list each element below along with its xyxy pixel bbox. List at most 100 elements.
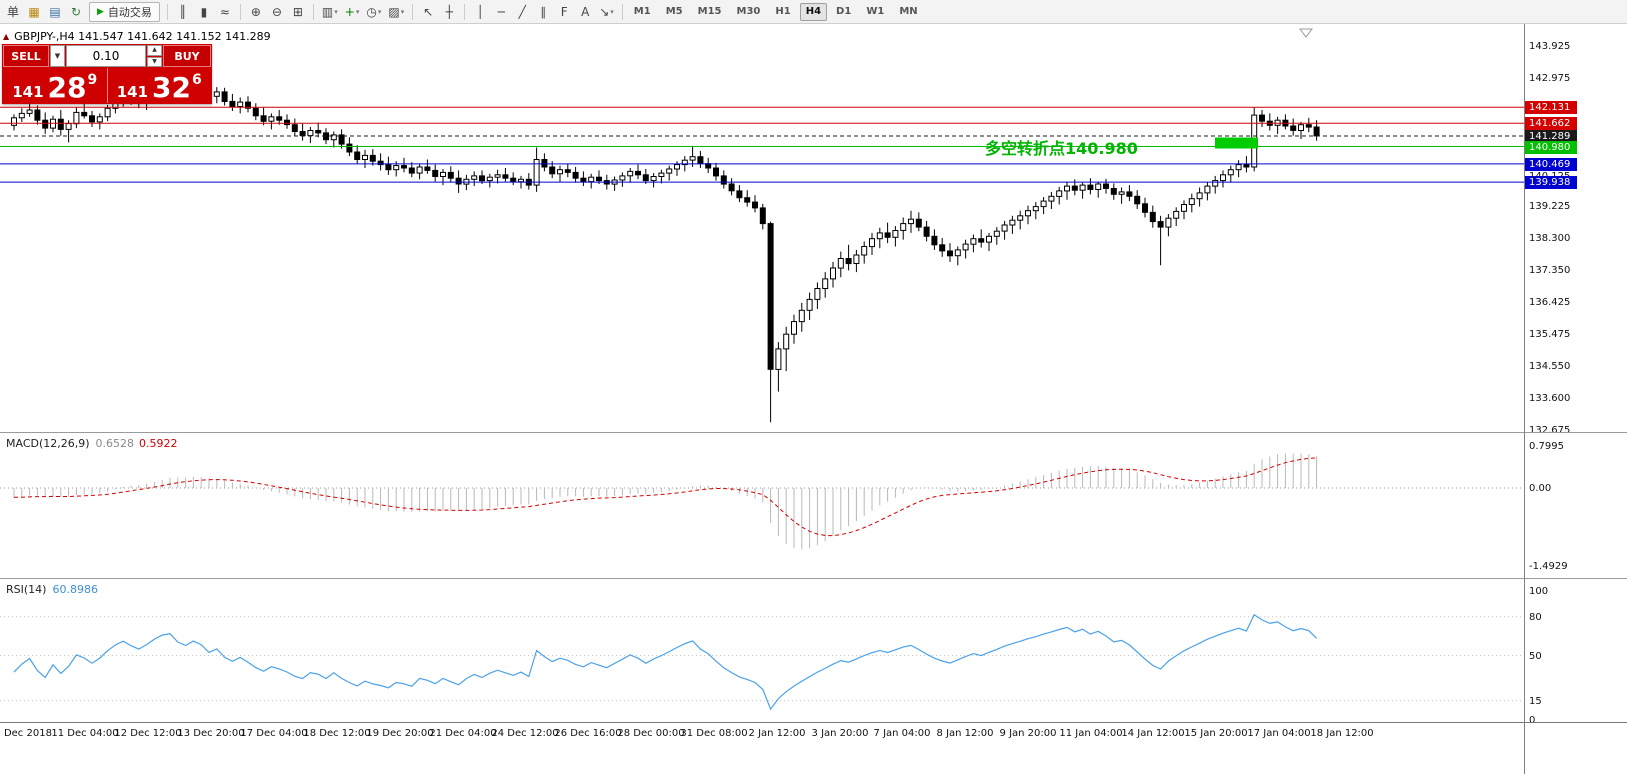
time-axis-label: 28 Dec 00:00 — [617, 728, 685, 739]
one-click-toggle-icon[interactable]: ▲ — [3, 32, 10, 41]
rsi-canvas[interactable] — [0, 579, 1524, 723]
timeframe-m5[interactable]: M5 — [665, 6, 683, 17]
candle-down — [260, 115, 267, 122]
toolbar-items: 单 ▦ ▤ ↻ ▶ 自动交易 ║ ▮ ≈ ⊕ ⊖ ⊞ ▥ ▾ + ▾ ◷ ▾ ▨ ▾ ↖ ┼ │ ─ ╱ ∥ F A ↘ ▾ — [3, 1, 627, 22]
volume-up-icon[interactable]: ▲ — [147, 45, 162, 56]
sell-button[interactable]: SELL — [3, 45, 49, 67]
candle-down — [369, 154, 376, 162]
candle-down — [447, 171, 454, 179]
cursor-icon[interactable]: ↖ — [418, 2, 438, 22]
candle-up — [993, 230, 1000, 237]
time-axis-label: 17 Dec 04:00 — [240, 728, 308, 739]
bar-chart-icon[interactable]: ║ — [173, 2, 193, 22]
vertical-line-icon-glyph: │ — [476, 4, 484, 19]
time-axis-label: 19 Dec 20:00 — [366, 728, 434, 739]
buy-button[interactable]: BUY — [163, 45, 211, 67]
text-icon[interactable]: A — [575, 2, 595, 22]
candle-down — [455, 177, 462, 185]
candle-down — [377, 160, 384, 166]
candle-up — [1017, 215, 1024, 221]
price-line-label: 141.662 — [1525, 117, 1577, 130]
time-axis-label: 18 Jan 12:00 — [1310, 728, 1374, 739]
templates-icon[interactable]: ▨ ▾ — [385, 2, 407, 22]
buy-price-main: 141 — [116, 82, 149, 101]
tile-windows-icon[interactable]: ⊞ — [288, 2, 308, 22]
zoom-out-icon[interactable]: ⊖ — [267, 2, 287, 22]
price-tick-label: 135.475 — [1529, 329, 1571, 340]
timeframe-d1[interactable]: D1 — [836, 6, 852, 17]
price-tick-label: 138.300 — [1529, 233, 1571, 244]
time-axis-label: 3 Jan 20:00 — [811, 728, 869, 739]
candle-down — [291, 124, 298, 132]
timeframe-w1[interactable]: W1 — [866, 6, 885, 17]
arrows-icon[interactable]: ↘ ▾ — [596, 2, 617, 22]
time-axis-label: 17 Jan 04:00 — [1247, 728, 1311, 739]
price-tick-label: 132.675 — [1529, 425, 1571, 436]
tile-windows-icon-glyph: ⊞ — [292, 4, 303, 19]
candle-down — [276, 116, 283, 121]
volume-input[interactable] — [66, 45, 146, 67]
candle-up — [1220, 174, 1226, 182]
refresh-icon[interactable]: ↻ — [66, 2, 86, 22]
zoom-in-icon[interactable]: ⊕ — [246, 2, 266, 22]
candle-down — [1103, 183, 1109, 189]
candle-down — [245, 101, 251, 109]
autotrade-button[interactable]: ▶ 自动交易 — [89, 1, 160, 22]
rsi-panel: RSI(14) 60.8986 — [0, 578, 1524, 722]
crosshair-icon[interactable]: ┼ — [439, 2, 459, 22]
sell-price[interactable]: 141 28 9 — [3, 68, 108, 103]
trendline-icon[interactable]: ╱ — [512, 2, 532, 22]
candle-up — [440, 171, 446, 177]
line-chart-icon[interactable]: ≈ — [215, 2, 235, 22]
candle-down — [759, 207, 766, 225]
vertical-line-icon[interactable]: │ — [470, 2, 490, 22]
timeframe-m15[interactable]: M15 — [697, 6, 722, 17]
candle-down — [221, 91, 228, 103]
indicators-icon-glyph: + — [344, 4, 355, 19]
candle-down — [635, 170, 641, 176]
chart-shift-icon[interactable] — [1299, 28, 1313, 38]
candle-up — [1196, 192, 1203, 200]
candle-down — [315, 130, 322, 134]
indicators-icon[interactable]: + ▾ — [342, 2, 363, 22]
candle-up — [791, 321, 797, 335]
candle-down — [845, 258, 852, 265]
candle-up — [486, 176, 493, 182]
buy-price[interactable]: 141 32 6 — [108, 68, 212, 103]
main-chart-canvas[interactable] — [0, 24, 1524, 432]
price-line-label: 140.469 — [1525, 158, 1577, 171]
candle-up — [900, 223, 907, 231]
timeframe-h4[interactable]: H4 — [799, 2, 828, 21]
candle-up — [1009, 219, 1016, 226]
volume-down-icon[interactable]: ▼ — [147, 56, 162, 67]
new-order-icon[interactable]: 单 — [3, 2, 23, 22]
symbol-ohlc-text: GBPJPY-,H4 141.547 141.642 141.152 141.2… — [14, 30, 271, 43]
time-axis-label: 2 Jan 12:00 — [748, 728, 806, 739]
volume-dropdown-icon[interactable]: ▼ — [50, 45, 65, 67]
macd-canvas[interactable] — [0, 433, 1524, 579]
timeframe-m30[interactable]: M30 — [736, 6, 761, 17]
timeframe-h1[interactable]: H1 — [775, 6, 791, 17]
new-chart-icon[interactable]: ▦ — [24, 2, 44, 22]
candlestick-chart-icon[interactable]: ▮ — [194, 2, 214, 22]
periods-icon[interactable]: ◷ ▾ — [363, 2, 384, 22]
candle-down — [931, 235, 938, 246]
candle-down — [510, 177, 517, 183]
price-scale[interactable]: 143.925142.975140.125139.225138.300137.3… — [1524, 24, 1627, 774]
candle-up — [658, 172, 665, 178]
horizontal-line-icon[interactable]: ─ — [491, 2, 511, 22]
profiles-icon[interactable]: ▤ — [45, 2, 65, 22]
cursor-icon-glyph: ↖ — [423, 4, 434, 19]
candle-up — [26, 109, 33, 114]
fibonacci-icon[interactable]: F — [554, 2, 574, 22]
candle-down — [502, 174, 509, 179]
buy-price-pips: 32 — [152, 71, 192, 105]
candle-up — [962, 243, 969, 251]
channel-icon[interactable]: ∥ — [533, 2, 553, 22]
new-order-window-icon[interactable]: ▥ ▾ — [319, 2, 341, 22]
timeframe-m1[interactable]: M1 — [633, 6, 651, 17]
price-line-label: 139.938 — [1525, 176, 1577, 189]
timeframe-mn[interactable]: MN — [899, 6, 918, 17]
candle-down — [720, 175, 727, 185]
